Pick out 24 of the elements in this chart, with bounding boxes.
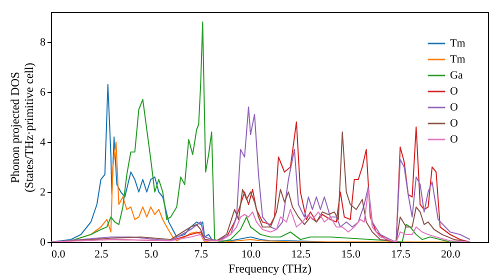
x-tick-label: 2.5 <box>94 248 109 260</box>
x-axis-title: Frequency (THz) <box>228 262 312 276</box>
legend-label: O <box>450 134 458 146</box>
x-tick-label: 0.0 <box>52 248 66 260</box>
x-tick-label: 12.5 <box>291 248 312 260</box>
line-series <box>51 188 471 242</box>
x-tick-label: 5.0 <box>144 248 159 260</box>
legend-label: O <box>450 102 458 114</box>
legend-label: Ga <box>450 70 463 82</box>
legend-label: Tm <box>450 54 466 66</box>
x-tick-label: 7.5 <box>194 248 209 260</box>
x-tick-label: 15.0 <box>341 248 361 260</box>
y-tick-label: 8 <box>40 36 46 48</box>
y-tick-label: 2 <box>40 186 46 198</box>
y-axis-title: Phonon projected DOS (States/THz·primitive cell) <box>8 62 36 192</box>
x-tick-label: 10.0 <box>241 248 262 260</box>
x-tick-label: 17.5 <box>391 248 411 260</box>
legend-label: O <box>450 118 458 130</box>
y-tick-label: 4 <box>40 136 46 148</box>
y-tick-label: 6 <box>40 86 46 98</box>
legend-label: O <box>450 86 458 98</box>
legend-label: Tm <box>450 38 466 50</box>
x-tick-label: 20.0 <box>440 248 461 260</box>
y-tick-label: 0 <box>40 236 46 248</box>
